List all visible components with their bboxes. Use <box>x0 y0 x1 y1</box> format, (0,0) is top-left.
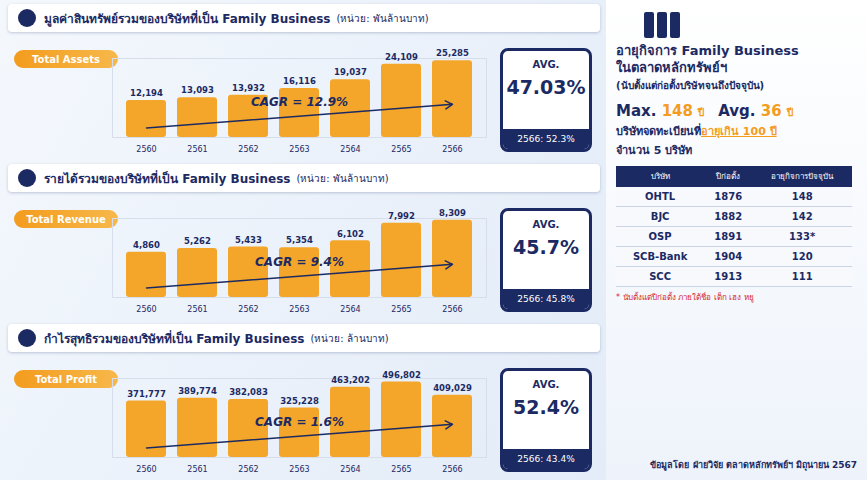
html-text:AVG.: AVG. <box>532 219 560 230</box>
html-text:AVG.: AVG. <box>532 379 560 390</box>
html-text:รายได้รวมของบริษัทที่เป็น Fami: รายได้รวมของบริษัทที่เป็น Family Busines… <box>44 171 389 186</box>
svg-text:2563: 2563 <box>289 145 309 154</box>
svg-text:2565: 2565 <box>391 465 411 474</box>
svg-text:13,932: 13,932 <box>232 83 265 93</box>
html-text:ปีก่อตั้ง: ปีก่อตั้ง <box>716 172 741 181</box>
svg-text:382,083: 382,083 <box>229 387 268 397</box>
html-text:Total Profit: Total Profit <box>34 373 98 385</box>
html-text:1913: 1913 <box>714 271 743 282</box>
html-text:1876: 1876 <box>714 191 743 202</box>
svg-text:12,194: 12,194 <box>130 88 163 98</box>
html-text:2566: 45.8%: 2566: 45.8% <box>517 294 575 304</box>
svg-text:5,433: 5,433 <box>235 235 262 245</box>
svg-text:2566: 2566 <box>442 145 462 154</box>
html-text:บริษัท: บริษัท <box>650 172 670 181</box>
svg-text:371,777: 371,777 <box>127 389 166 399</box>
svg-text:16,116: 16,116 <box>283 76 316 86</box>
svg-text:2561: 2561 <box>187 305 207 314</box>
svg-text:2563: 2563 <box>289 465 309 474</box>
svg-text:24,109: 24,109 <box>385 52 418 62</box>
svg-text:463,202: 463,202 <box>331 375 370 385</box>
html-text:BJC: BJC <box>650 211 670 222</box>
svg-text:2564: 2564 <box>340 305 360 314</box>
html-text:120: 120 <box>791 251 813 262</box>
svg-text:7,992: 7,992 <box>388 211 415 221</box>
svg-text:2565: 2565 <box>391 145 411 154</box>
html-text:Max. 148ปี: Max. 148ปี <box>616 102 705 120</box>
html-text:133*: 133* <box>789 231 816 242</box>
svg-text:2564: 2564 <box>340 145 360 154</box>
svg-text:2565: 2565 <box>391 305 411 314</box>
svg-text:2566: 2566 <box>442 465 462 474</box>
html-text:AVG.: AVG. <box>532 59 560 70</box>
svg-text:2561: 2561 <box>187 465 207 474</box>
html-text:* นับตั้งแต่ปีก่อตั้ง ภายใต้ชื: * นับตั้งแต่ปีก่อตั้ง ภายใต้ชื่อ เต็ก เฮ… <box>616 293 754 302</box>
html-text:1891: 1891 <box>714 231 743 242</box>
html-text:Avg. 36ปี: Avg. 36ปี <box>718 102 793 120</box>
svg-text:2563: 2563 <box>289 305 309 314</box>
svg-text:2561: 2561 <box>187 145 207 154</box>
html-text:52.4%: 52.4% <box>513 396 579 418</box>
svg-text:8,309: 8,309 <box>439 208 466 218</box>
svg-text:2560: 2560 <box>136 145 156 154</box>
svg-text:496,802: 496,802 <box>382 370 421 380</box>
html-text:142: 142 <box>791 211 813 222</box>
svg-text:4,860: 4,860 <box>133 240 160 250</box>
svg-text:5,354: 5,354 <box>286 235 313 245</box>
html-text:1904: 1904 <box>714 251 743 262</box>
svg-text:13,093: 13,093 <box>181 85 214 95</box>
svg-text:CAGR = 1.6%: CAGR = 1.6% <box>255 415 344 429</box>
html-text:มูลค่าสินทรัพย์รวมของบริษัทที่: มูลค่าสินทรัพย์รวมของบริษัทที่เป็น Famil… <box>44 11 429 26</box>
svg-text:409,029: 409,029 <box>433 383 472 393</box>
html-text:1882: 1882 <box>714 211 743 222</box>
svg-text:25,285: 25,285 <box>436 48 469 58</box>
svg-text:CAGR = 9.4%: CAGR = 9.4% <box>255 255 344 269</box>
html-text:บริษัทจดทะเบียนที่ อายุเกิน 10: บริษัทจดทะเบียนที่ อายุเกิน 100 ปี <box>616 125 777 138</box>
svg-text:6,102: 6,102 <box>337 229 364 239</box>
html-text:148: 148 <box>791 191 813 202</box>
svg-text:2566: 2566 <box>442 305 462 314</box>
html-text:กำไรสุทธิรวมของบริษัทที่เป็น F: กำไรสุทธิรวมของบริษัทที่เป็น Family Busi… <box>44 331 389 346</box>
svg-text:2560: 2560 <box>136 305 156 314</box>
svg-text:5,262: 5,262 <box>184 236 211 246</box>
html-text:ข้อมูลโดย ฝ่ายวิจัย ตลาดหลักทร: ข้อมูลโดย ฝ่ายวิจัย ตลาดหลักทรัพย์ฯ มิถุ… <box>650 460 857 470</box>
html-text:47.03%: 47.03% <box>506 76 586 98</box>
svg-text:2560: 2560 <box>136 465 156 474</box>
html-text:อายุกิจการปัจจุบัน: อายุกิจการปัจจุบัน <box>771 172 834 181</box>
html-text:45.7%: 45.7% <box>513 236 579 258</box>
html-text:จำนวน 5 บริษัท: จำนวน 5 บริษัท <box>616 144 693 157</box>
svg-text:2562: 2562 <box>238 465 258 474</box>
html-text:SCC: SCC <box>649 271 672 282</box>
svg-text:389,774: 389,774 <box>178 386 217 396</box>
html-text:Total Assets: Total Assets <box>32 53 100 65</box>
svg-text:2562: 2562 <box>238 305 258 314</box>
svg-text:CAGR = 12.9%: CAGR = 12.9% <box>251 95 348 109</box>
html-text:OHTL: OHTL <box>645 191 676 202</box>
html-text:2566: 43.4%: 2566: 43.4% <box>517 454 575 464</box>
html-text:SCB-Bank: SCB-Bank <box>632 251 688 262</box>
html-text:Total Revenue: Total Revenue <box>26 213 106 225</box>
html-text:อายุกิจการ Family Business: อายุกิจการ Family Business <box>616 43 799 58</box>
html-text:111: 111 <box>791 271 813 282</box>
html-text:OSP: OSP <box>648 231 672 242</box>
html-text:2566: 52.3%: 2566: 52.3% <box>517 134 575 144</box>
html-text:ในตลาดหลักทรัพย์ฯ: ในตลาดหลักทรัพย์ฯ <box>616 60 727 75</box>
svg-text:2564: 2564 <box>340 465 360 474</box>
svg-text:19,037: 19,037 <box>334 67 367 77</box>
html-text:(นับตั้งแต่ก่อตั้งบริษัทจนถึงป: (นับตั้งแต่ก่อตั้งบริษัทจนถึงปัจจุบัน) <box>616 80 765 91</box>
svg-text:325,228: 325,228 <box>280 396 319 406</box>
svg-text:2562: 2562 <box>238 145 258 154</box>
